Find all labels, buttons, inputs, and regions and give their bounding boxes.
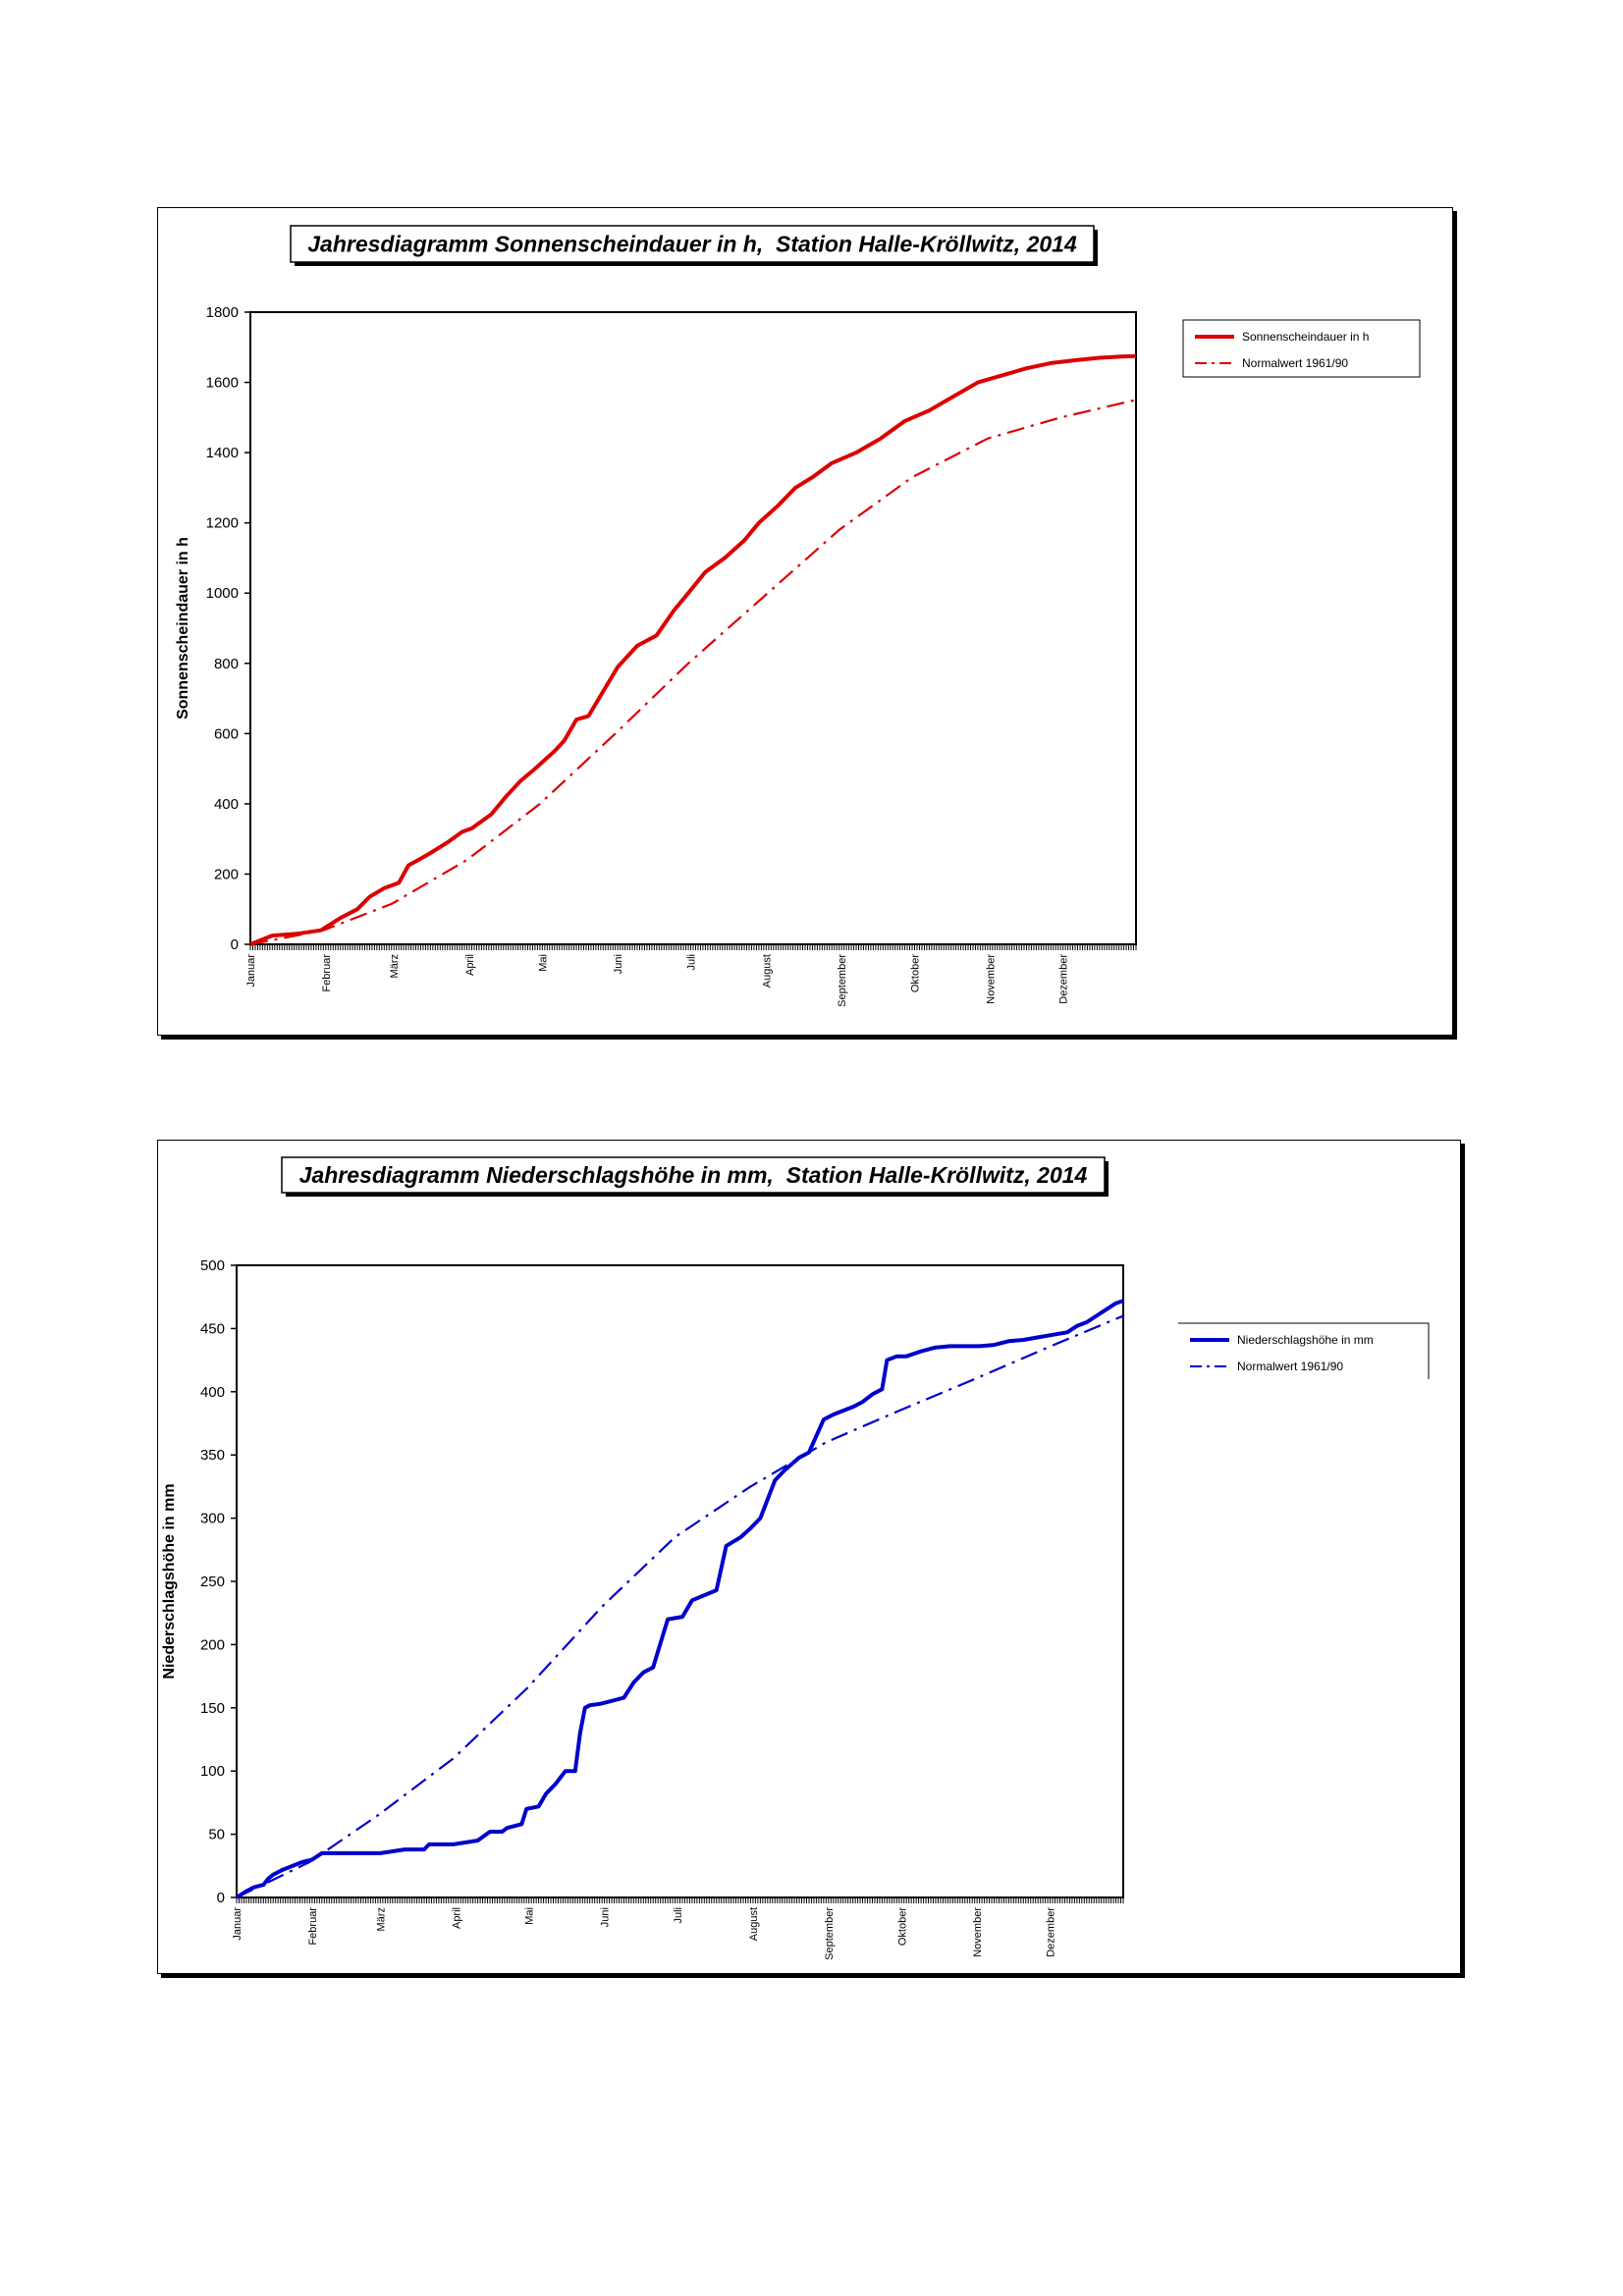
legend-label: Normalwert 1961/90 <box>1237 1360 1343 1373</box>
y-tick-label: 100 <box>200 1763 225 1780</box>
month-label: Januar <box>232 1907 243 1941</box>
month-label: September <box>837 954 848 1007</box>
y-tick-label: 1800 <box>206 304 239 321</box>
y-tick-label: 200 <box>214 866 239 882</box>
chart-title: Jahresdiagramm Niederschlagshöhe in mm, … <box>299 1162 1088 1188</box>
month-label: Juli <box>686 954 698 971</box>
month-label: November <box>972 1907 984 1957</box>
month-label: April <box>451 1907 462 1929</box>
month-label: Oktober <box>896 1907 908 1946</box>
y-tick-label: 600 <box>214 725 239 742</box>
y-axis-title: Niederschlagshöhe in mm <box>161 1483 178 1679</box>
month-label: Juni <box>613 954 624 974</box>
precipitation-series-0-line <box>235 1299 1124 1899</box>
precipitation-chart: Jahresdiagramm Niederschlagshöhe in mm, … <box>161 1156 1430 1960</box>
y-tick-label: 150 <box>200 1700 225 1717</box>
legend-label: Sonnenscheindauer in h <box>1242 330 1369 344</box>
month-label: Oktober <box>910 954 922 992</box>
month-label: Februar <box>321 954 333 992</box>
sunshine-chart-panel: Jahresdiagramm Sonnenscheindauer in h, S… <box>157 207 1453 1036</box>
sunshine-series-1-line <box>249 399 1137 946</box>
month-label: Februar <box>307 1907 319 1946</box>
y-tick-label: 200 <box>200 1636 225 1653</box>
title-box <box>290 225 1095 263</box>
legend-label: Niederschlagshöhe in mm <box>1237 1333 1374 1347</box>
month-label: Dezember <box>1058 954 1070 1004</box>
legend-label: Normalwert 1961/90 <box>1242 356 1348 370</box>
month-label: Januar <box>245 954 257 988</box>
y-tick-label: 350 <box>200 1447 225 1464</box>
y-tick-label: 400 <box>200 1384 225 1401</box>
month-label: August <box>748 1907 760 1941</box>
month-label: Dezember <box>1046 1907 1057 1957</box>
y-tick-label: 800 <box>214 656 239 672</box>
y-tick-label: 250 <box>200 1574 225 1590</box>
legend-box <box>1178 1322 1430 1379</box>
precipitation-chart-panel: Jahresdiagramm Niederschlagshöhe in mm, … <box>157 1140 1461 1974</box>
y-tick-label: 300 <box>200 1511 225 1527</box>
month-label: März <box>375 1907 387 1931</box>
month-label: Juli <box>673 1907 684 1924</box>
y-tick-label: 0 <box>217 1890 225 1906</box>
y-tick-label: 450 <box>200 1320 225 1337</box>
month-label: April <box>464 954 476 976</box>
month-label: Juni <box>600 1907 612 1927</box>
sunshine-chart: Jahresdiagramm Sonnenscheindauer in h, S… <box>175 225 1421 1007</box>
y-tick-label: 1200 <box>206 515 239 532</box>
legend-box <box>1182 319 1421 378</box>
month-label: August <box>761 954 773 988</box>
y-tick-label: 500 <box>200 1257 225 1274</box>
month-label: März <box>389 954 401 978</box>
month-label: Mai <box>537 954 549 972</box>
y-tick-label: 50 <box>208 1827 225 1843</box>
precipitation-series-1-line <box>236 1314 1124 1898</box>
y-tick-label: 1600 <box>206 375 239 392</box>
sunshine-series-0-line <box>249 353 1137 946</box>
y-tick-label: 0 <box>231 936 239 953</box>
month-label: November <box>985 954 997 1004</box>
month-label: Mai <box>524 1907 536 1925</box>
plot-area <box>249 311 1137 945</box>
title-box <box>281 1156 1106 1194</box>
y-axis-title: Sonnenscheindauer in h <box>175 537 191 720</box>
plot-area <box>236 1264 1124 1898</box>
y-tick-label: 1400 <box>206 445 239 461</box>
chart-title: Jahresdiagramm Sonnenscheindauer in h, S… <box>307 232 1077 257</box>
y-tick-label: 1000 <box>206 585 239 602</box>
y-tick-label: 400 <box>214 796 239 813</box>
month-label: September <box>824 1907 836 1960</box>
